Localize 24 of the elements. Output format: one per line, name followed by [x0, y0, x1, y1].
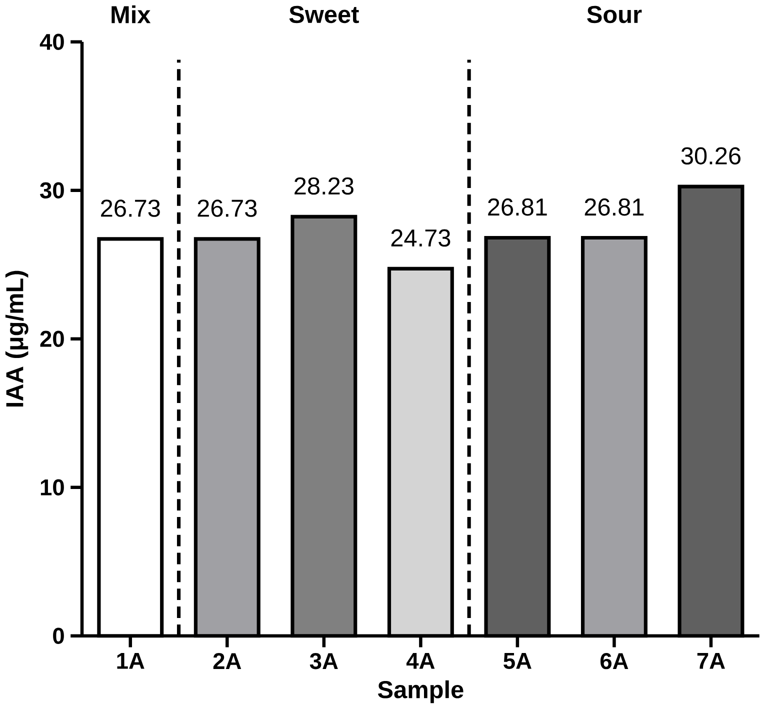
text: Sweet: [289, 6, 359, 24]
x-tick-label: 5A: [504, 653, 532, 670]
y-tick-label: 30: [40, 182, 64, 199]
x-tick-label: 3A: [310, 653, 338, 670]
data-label: 30.26: [681, 147, 740, 165]
data-label: 28.23: [294, 178, 354, 195]
y-tick-label: 0: [53, 628, 64, 644]
data-label: 26.73: [198, 200, 257, 218]
y-axis-title: IAA (μg/mL): [5, 271, 28, 407]
x-tick-label: 7A: [697, 653, 725, 669]
x-axis-title: Sample: [378, 680, 464, 704]
text: Mix: [112, 6, 151, 24]
data-label: 26.81: [488, 198, 547, 216]
x-tick-label: 1A: [117, 653, 144, 669]
text: Sour: [587, 6, 642, 24]
y-tick-label: 20: [40, 331, 64, 348]
data-label: 26.81: [584, 198, 644, 216]
x-tick-label: 2A: [213, 653, 242, 670]
y-tick-label: 10: [40, 479, 64, 496]
x-tick-label: 4A: [406, 653, 435, 669]
data-label: 24.73: [391, 230, 450, 247]
data-label: 26.73: [101, 200, 160, 218]
y-tick-label: 40: [40, 34, 64, 50]
x-tick-label: 6A: [600, 653, 628, 670]
